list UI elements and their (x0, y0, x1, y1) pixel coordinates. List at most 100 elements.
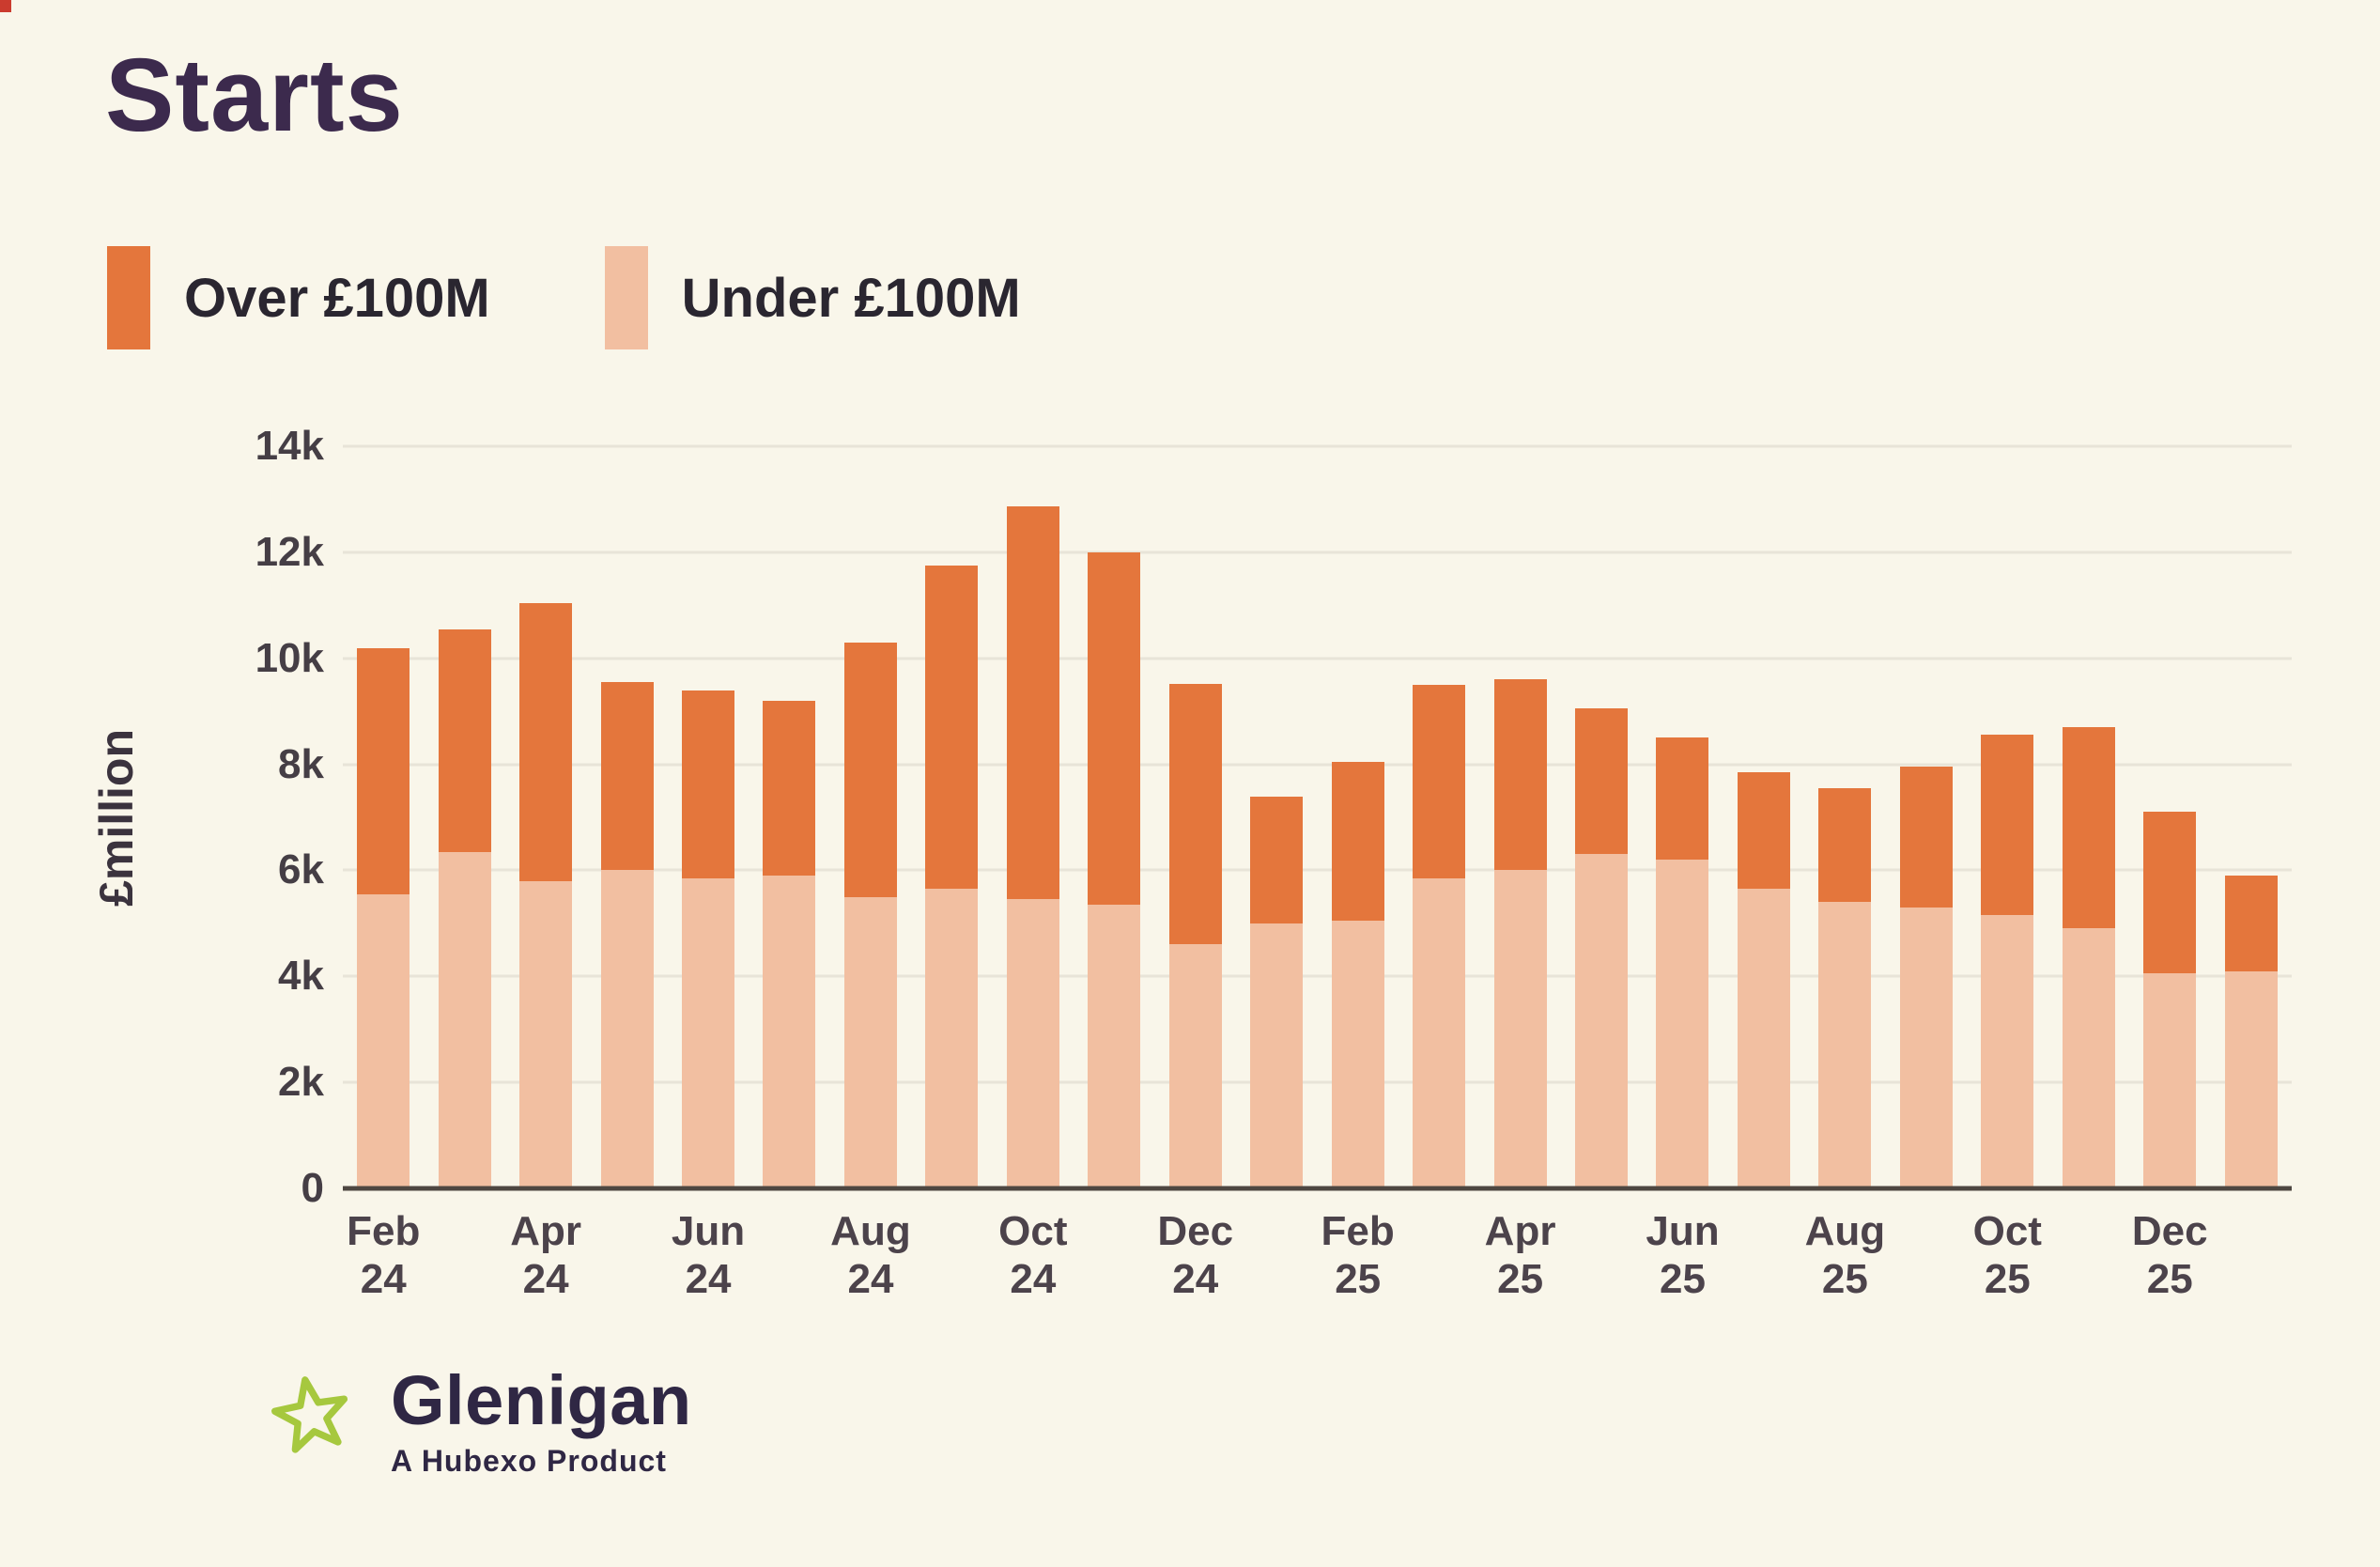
stacked-bar (1331, 762, 1384, 1188)
bar-segment-over-100m (1981, 735, 2034, 915)
glenigan-logo: Glenigan A Hubexo Product (270, 1360, 692, 1479)
legend: Over £100M Under £100M (107, 246, 1021, 349)
y-axis-title-wrap: £million (79, 446, 154, 1188)
bar-segment-under-100m (1250, 923, 1304, 1188)
y-axis-tick-label: 8k (278, 740, 324, 787)
x-axis-label: Apr 24 (510, 1208, 582, 1302)
bar-segment-under-100m (2224, 971, 2278, 1188)
gridline (343, 444, 2292, 448)
bar-group (2129, 446, 2210, 1188)
x-axis-label: Jun 25 (1646, 1208, 1720, 1302)
y-axis-tick-label: 12k (255, 528, 324, 575)
bar-group (424, 446, 504, 1188)
bar-segment-over-100m (2062, 727, 2115, 928)
bar-group (1886, 446, 1967, 1188)
stacked-bar (1168, 684, 1222, 1188)
y-axis-tick-label: 0 (301, 1165, 324, 1211)
bar-group (586, 446, 667, 1188)
bar-segment-over-100m (925, 566, 979, 889)
bar-segment-under-100m (682, 878, 735, 1188)
bar-segment-under-100m (1737, 889, 1790, 1188)
x-axis-label (911, 1193, 992, 1303)
y-axis-tick-label: 10k (255, 634, 324, 681)
logo-text: Glenigan A Hubexo Product (391, 1360, 692, 1479)
x-axis-label: Jun 24 (671, 1208, 746, 1302)
bar-segment-under-100m (925, 889, 979, 1188)
bar-segment-under-100m (519, 881, 573, 1188)
bar-segment-under-100m (1981, 915, 2034, 1188)
bar-group (1236, 446, 1317, 1188)
x-axis-label (2210, 1193, 2291, 1303)
bar-segment-over-100m (519, 603, 573, 881)
gridline (343, 974, 2292, 978)
bar-group (1723, 446, 1804, 1188)
bar-segment-over-100m (2224, 876, 2278, 971)
bar-segment-over-100m (1168, 684, 1222, 944)
bar-segment-over-100m (1413, 685, 1466, 878)
bar-segment-under-100m (1575, 854, 1629, 1188)
gridline (343, 657, 2292, 660)
stacked-bar (843, 643, 897, 1188)
stacked-bar (600, 682, 654, 1188)
bar-segment-over-100m (843, 643, 897, 897)
x-axis-label: Apr 25 (1484, 1208, 1556, 1302)
bar-segment-over-100m (1088, 552, 1141, 905)
bar-segment-under-100m (1006, 899, 1059, 1188)
stacked-bar (682, 690, 735, 1188)
x-axis-label (749, 1193, 829, 1303)
bar-group (749, 446, 829, 1188)
gridline (343, 1080, 2292, 1084)
legend-item-over-100m: Over £100M (107, 246, 490, 349)
x-axis-label (1561, 1193, 1642, 1303)
legend-label-over-100m: Over £100M (184, 267, 490, 329)
x-axis-label: Aug 25 (1804, 1208, 1886, 1302)
bar-segment-under-100m (1899, 908, 1953, 1188)
bar-segment-under-100m (843, 897, 897, 1188)
bar-group (2210, 446, 2291, 1188)
bar-segment-over-100m (357, 648, 410, 894)
bar-segment-over-100m (1331, 762, 1384, 921)
stacked-bar (763, 701, 816, 1188)
bar-segment-under-100m (1818, 902, 1872, 1188)
bar-group (1317, 446, 1398, 1188)
x-axis-label: Feb 25 (1321, 1208, 1395, 1302)
glenigan-star-icon (270, 1376, 348, 1453)
stacked-bar (1006, 506, 1059, 1188)
bar-segment-under-100m (438, 852, 491, 1188)
bar-segment-under-100m (1331, 921, 1384, 1188)
x-axis-labels: Feb 24 Apr 24 Jun 24 Aug 24 Oct 24 Dec 24 Feb 25 Apr 25… (343, 1193, 2292, 1303)
bar-group (1399, 446, 1479, 1188)
y-axis-title: £million (90, 728, 143, 907)
bar-group (505, 446, 586, 1188)
y-axis-ticks: 0 2k 4k 6k 8k 10k 12k 14k (150, 426, 324, 1209)
bar-segment-under-100m (357, 894, 410, 1188)
stacked-bar (1656, 737, 1709, 1188)
x-axis-label (1886, 1193, 1967, 1303)
bar-segment-over-100m (1737, 772, 1790, 889)
stacked-bar (925, 566, 979, 1188)
bar-group (993, 446, 1074, 1188)
stacked-bar (2062, 727, 2115, 1188)
bar-segment-over-100m (682, 690, 735, 878)
bar-segment-under-100m (1493, 870, 1547, 1188)
bar-group (1804, 446, 1885, 1188)
bar-segment-under-100m (2062, 928, 2115, 1188)
bar-group (1479, 446, 1560, 1188)
gridline (343, 551, 2292, 554)
stacked-bar (357, 648, 410, 1188)
stacked-bar (1493, 679, 1547, 1188)
gridline (343, 763, 2292, 767)
x-axis-label: Aug 24 (830, 1208, 911, 1302)
stacked-bar (1818, 788, 1872, 1188)
stacked-bar (2224, 876, 2278, 1188)
bar-group (1642, 446, 1723, 1188)
bar-segment-over-100m (1656, 737, 1709, 860)
corner-artifact (0, 0, 11, 12)
bar-segment-under-100m (1168, 944, 1222, 1188)
x-axis-label (1723, 1193, 1804, 1303)
stacked-bar (438, 629, 491, 1188)
x-axis-label (424, 1193, 504, 1303)
bar-segment-under-100m (2143, 973, 2197, 1188)
bar-segment-under-100m (600, 870, 654, 1188)
